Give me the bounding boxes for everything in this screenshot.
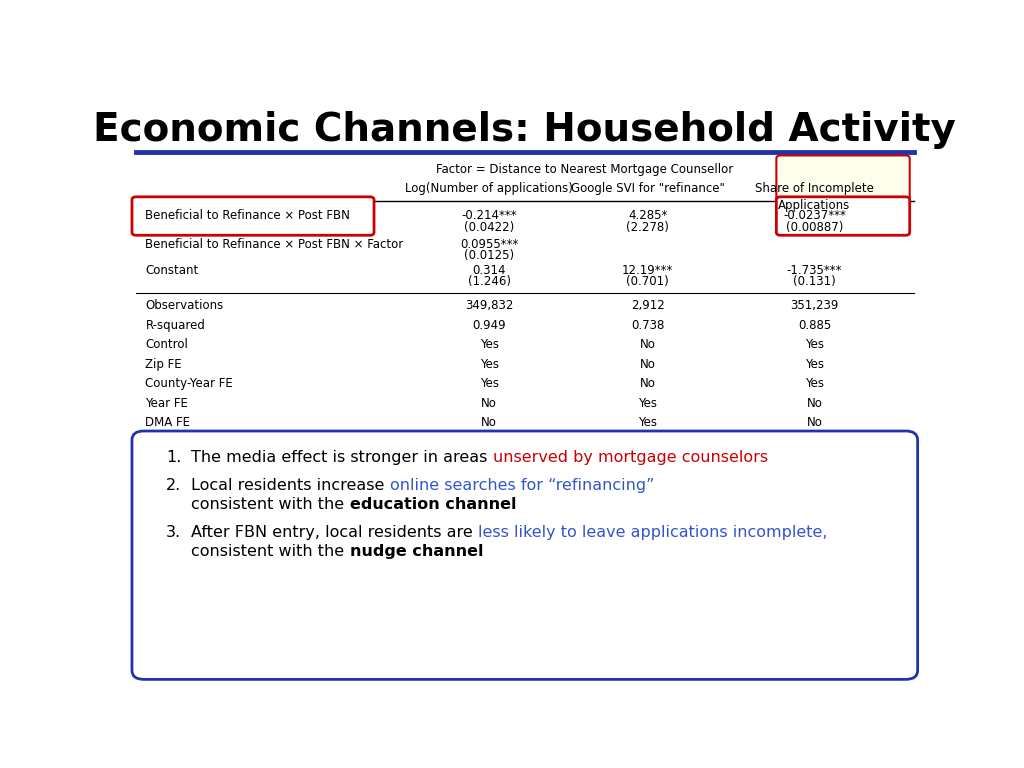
FancyBboxPatch shape [776, 155, 909, 201]
Text: Google SVI for "refinance": Google SVI for "refinance" [570, 182, 725, 195]
Text: -1.735***: -1.735*** [786, 263, 842, 276]
Text: Control: Control [145, 338, 188, 351]
Text: online searches for “refinancing”: online searches for “refinancing” [390, 478, 654, 493]
Text: DMA FE: DMA FE [145, 416, 190, 429]
Text: Economic Channels: Household Activity: Economic Channels: Household Activity [93, 111, 956, 149]
Text: -0.214***: -0.214*** [461, 209, 517, 222]
Text: Zip FE: Zip FE [145, 358, 182, 371]
Text: Observations: Observations [145, 299, 223, 312]
Text: Yes: Yes [805, 377, 824, 390]
Text: Beneficial to Refinance × Post FBN: Beneficial to Refinance × Post FBN [145, 209, 350, 222]
Text: Yes: Yes [479, 377, 499, 390]
Text: education channel: education channel [350, 497, 516, 511]
Text: Yes: Yes [805, 338, 824, 351]
Text: No: No [640, 358, 655, 371]
Text: unserved by mortgage counselors: unserved by mortgage counselors [493, 450, 768, 465]
Text: Beneficial to Refinance × Post FBN × Factor: Beneficial to Refinance × Post FBN × Fac… [145, 237, 403, 250]
Text: (2.278): (2.278) [627, 221, 670, 234]
Text: (0.0125): (0.0125) [464, 249, 514, 262]
Text: 3.: 3. [166, 525, 181, 540]
Text: (1.246): (1.246) [468, 275, 511, 288]
Text: Factor = Distance to Nearest Mortgage Counsellor: Factor = Distance to Nearest Mortgage Co… [435, 163, 733, 176]
Text: 0.949: 0.949 [472, 319, 506, 332]
Text: Yes: Yes [479, 338, 499, 351]
Text: County-Year FE: County-Year FE [145, 377, 233, 390]
Text: Yes: Yes [638, 397, 657, 409]
Text: Log(Number of applications): Log(Number of applications) [406, 182, 573, 195]
Text: (0.00887): (0.00887) [785, 221, 843, 234]
Text: R-squared: R-squared [145, 319, 206, 332]
Text: 349,832: 349,832 [465, 299, 513, 312]
FancyBboxPatch shape [132, 197, 374, 235]
Text: consistent with the: consistent with the [191, 544, 350, 559]
Text: (0.701): (0.701) [627, 275, 669, 288]
Text: Yes: Yes [638, 416, 657, 429]
Text: 0.314: 0.314 [472, 263, 506, 276]
Text: No: No [807, 397, 822, 409]
Text: No: No [807, 416, 822, 429]
Text: Local residents increase: Local residents increase [191, 478, 390, 493]
Text: Constant: Constant [145, 263, 199, 276]
Text: consistent with the: consistent with the [191, 497, 350, 511]
Text: 1.: 1. [166, 450, 181, 465]
Text: The media effect is stronger in areas: The media effect is stronger in areas [191, 450, 493, 465]
Text: 2.: 2. [166, 478, 181, 493]
Text: 0.885: 0.885 [798, 319, 831, 332]
Text: 4.285*: 4.285* [628, 209, 668, 222]
Text: Yes: Yes [805, 358, 824, 371]
Text: nudge channel: nudge channel [350, 544, 483, 559]
Text: 12.19***: 12.19*** [623, 263, 674, 276]
Text: Year FE: Year FE [145, 397, 188, 409]
Text: Share of Incomplete
Applications: Share of Incomplete Applications [755, 182, 873, 212]
Text: No: No [481, 416, 497, 429]
Text: No: No [481, 397, 497, 409]
FancyBboxPatch shape [132, 431, 918, 680]
Text: Yes: Yes [479, 358, 499, 371]
Text: (0.0422): (0.0422) [464, 221, 514, 234]
Text: After FBN entry, local residents are: After FBN entry, local residents are [191, 525, 478, 540]
Text: 351,239: 351,239 [791, 299, 839, 312]
Text: -0.0237***: -0.0237*** [783, 209, 846, 222]
Text: 0.0955***: 0.0955*** [460, 237, 518, 250]
Text: No: No [640, 338, 655, 351]
Text: 2,912: 2,912 [631, 299, 665, 312]
Text: (0.131): (0.131) [794, 275, 836, 288]
Text: less likely to leave applications incomplete,: less likely to leave applications incomp… [478, 525, 827, 540]
FancyBboxPatch shape [776, 197, 909, 235]
Text: No: No [640, 377, 655, 390]
Text: 0.738: 0.738 [631, 319, 665, 332]
